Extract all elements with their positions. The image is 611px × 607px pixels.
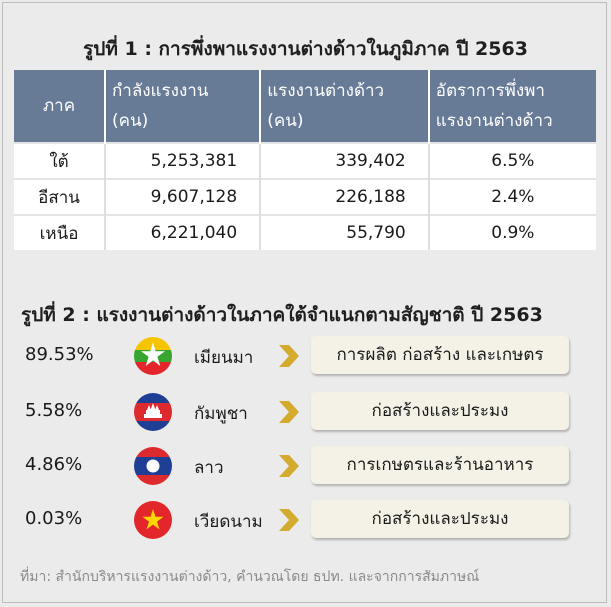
cambodia-flag-icon xyxy=(134,393,172,431)
myanmar-flag-icon xyxy=(134,337,172,375)
header-foreign-labor-line2: (คน) xyxy=(267,111,304,131)
table-row: ใต้ 5,253,381 339,402 6.5% xyxy=(14,142,596,179)
country-name: เมียนมา xyxy=(194,348,254,368)
figure-2-title: รูปที่ 2 : แรงงานต่างด้าวในภาคใต้จำแนกตา… xyxy=(21,304,543,326)
cell-foreign-labor: 226,188 xyxy=(260,178,430,215)
header-labor-force-line2: (คน) xyxy=(112,111,149,131)
sector-box: ก่อสร้างและประมง xyxy=(311,392,569,430)
chevron-right-icon xyxy=(275,509,301,531)
country-name: กัมพูชา xyxy=(194,404,248,424)
cell-labor-force: 9,607,128 xyxy=(105,178,262,215)
header-region: ภาค xyxy=(14,70,106,143)
sector-box: การเกษตรและร้านอาหาร xyxy=(311,446,569,484)
cell-labor-force: 6,221,040 xyxy=(105,214,262,250)
cell-dependency-rate: 6.5% xyxy=(428,142,596,179)
nationality-row: 0.03% เวียดนาม ก่อสร้างและประมง xyxy=(0,500,611,540)
nationality-share: 89.53% xyxy=(25,344,94,365)
vietnam-flag-icon xyxy=(134,501,172,539)
table-row: อีสาน 9,607,128 226,188 2.4% xyxy=(14,178,596,215)
nationality-row: 4.86% ลาว การเกษตรและร้านอาหาร xyxy=(0,446,611,486)
header-dependency-rate-line1: อัตราการพึ่งพา xyxy=(435,81,545,101)
sector-box: ก่อสร้างและประมง xyxy=(311,500,569,538)
chevron-right-icon xyxy=(275,401,301,423)
cell-labor-force: 5,253,381 xyxy=(105,142,262,179)
header-labor-force-line1: กำลังแรงงาน xyxy=(112,81,209,101)
table-row: เหนือ 6,221,040 55,790 0.9% xyxy=(14,214,596,250)
nationality-share: 5.58% xyxy=(25,400,83,421)
chevron-right-icon xyxy=(275,345,301,367)
country-name: เวียดนาม xyxy=(194,512,263,532)
header-labor-force: กำลังแรงงาน (คน) xyxy=(105,70,262,143)
table-header-row: ภาค กำลังแรงงาน (คน) แรงงานต่างด้าว (คน)… xyxy=(14,70,596,143)
country-name: ลาว xyxy=(194,458,224,478)
nationality-share: 0.03% xyxy=(25,508,83,529)
header-foreign-labor-line1: แรงงานต่างด้าว xyxy=(267,81,385,101)
cell-foreign-labor: 339,402 xyxy=(260,142,430,179)
source-note: ที่มา: สำนักบริหารแรงงานต่างด้าว, คำนวณโ… xyxy=(20,569,480,585)
nationality-row: 5.58% กัมพูชา ก่อสร้างและประมง xyxy=(0,392,611,432)
header-dependency-rate: อัตราการพึ่งพา แรงงานต่างด้าว xyxy=(428,70,596,143)
cell-region: ใต้ xyxy=(14,142,106,179)
cell-dependency-rate: 0.9% xyxy=(428,214,596,250)
nationality-row: 89.53% เมียนมา การผลิต ก่อสร้าง และเกษตร xyxy=(0,336,611,376)
nationality-share: 4.86% xyxy=(25,454,83,475)
sector-box: การผลิต ก่อสร้าง และเกษตร xyxy=(311,336,569,374)
laos-flag-icon xyxy=(134,447,172,485)
header-foreign-labor: แรงงานต่างด้าว (คน) xyxy=(260,70,430,143)
cell-foreign-labor: 55,790 xyxy=(260,214,430,250)
cell-region: อีสาน xyxy=(14,178,106,215)
header-dependency-rate-line2: แรงงานต่างด้าว xyxy=(435,111,553,131)
cell-region: เหนือ xyxy=(14,214,106,250)
regional-dependency-table: ภาค กำลังแรงงาน (คน) แรงงานต่างด้าว (คน)… xyxy=(14,70,596,250)
cell-dependency-rate: 2.4% xyxy=(428,178,596,215)
figure-1-title: รูปที่ 1 : การพึ่งพาแรงงานต่างด้าวในภูมิ… xyxy=(83,38,528,60)
chevron-right-icon xyxy=(275,455,301,477)
